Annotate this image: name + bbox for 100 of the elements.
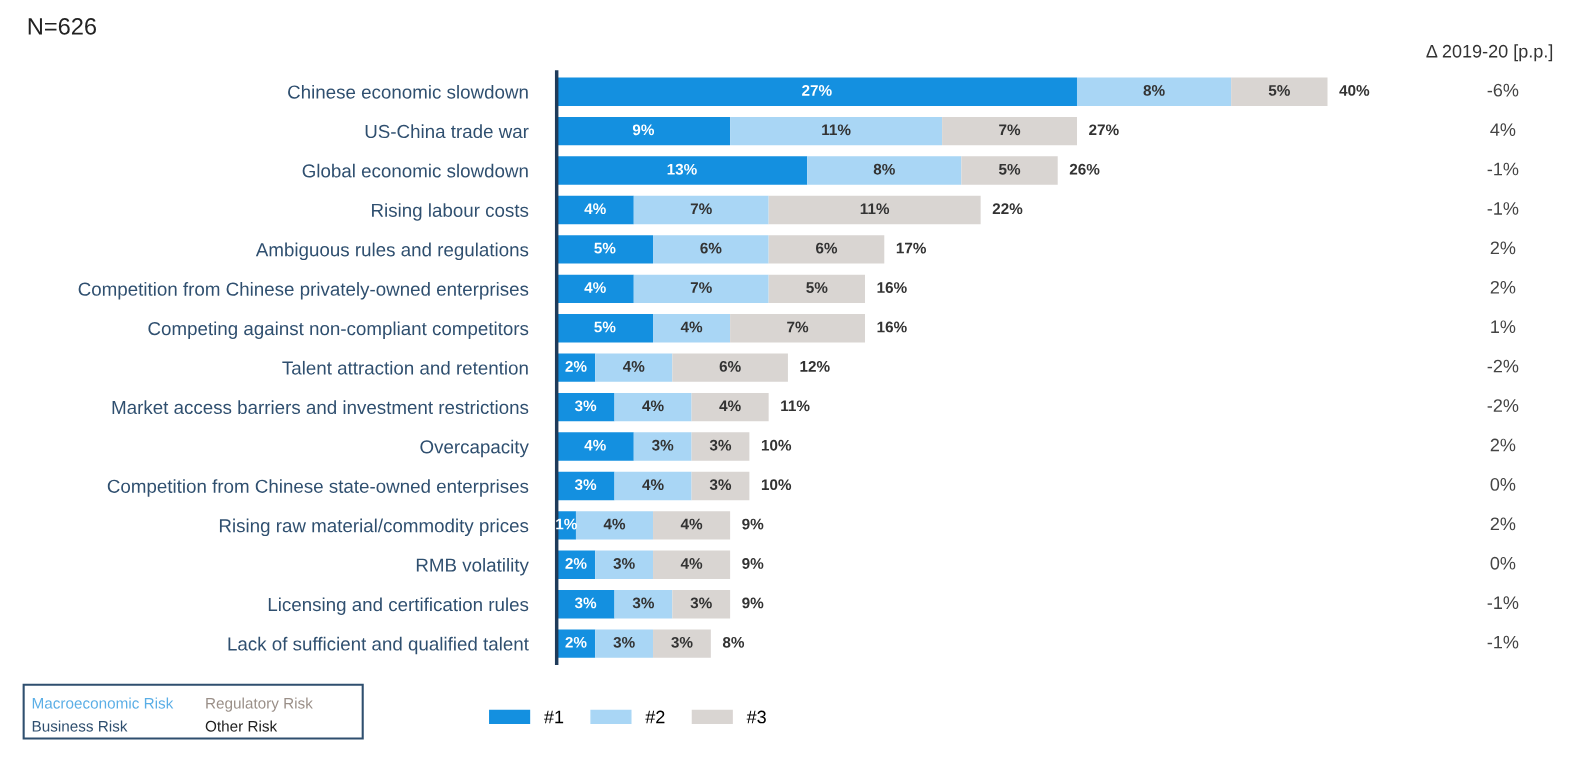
bar bbox=[1231, 77, 1328, 106]
data-label: 3% bbox=[671, 636, 693, 648]
bar bbox=[556, 432, 634, 461]
total-label: 12% bbox=[800, 360, 830, 372]
text: -2% bbox=[1487, 359, 1519, 373]
data-label: 3% bbox=[574, 479, 597, 491]
total-label: 40% bbox=[1339, 85, 1370, 96]
bar bbox=[595, 550, 654, 579]
data-label: 3% bbox=[574, 400, 597, 412]
text: Business Risk bbox=[32, 720, 128, 732]
bar bbox=[633, 274, 769, 304]
data-label: 5% bbox=[1268, 85, 1290, 96]
bar bbox=[556, 195, 634, 225]
text: -1% bbox=[1487, 635, 1519, 649]
total-label: 9% bbox=[742, 597, 764, 609]
data-label: 5% bbox=[594, 321, 616, 333]
bar bbox=[556, 314, 654, 343]
text: 4% bbox=[1490, 123, 1516, 136]
data-label: 4% bbox=[603, 518, 626, 530]
legend-label: #2 bbox=[645, 710, 665, 724]
text: Other Risk bbox=[205, 720, 278, 732]
bar bbox=[633, 432, 692, 461]
data-label: 5% bbox=[998, 163, 1021, 175]
bar bbox=[653, 550, 731, 579]
text: 2% bbox=[1490, 241, 1516, 255]
bar bbox=[768, 274, 866, 304]
data-label: 6% bbox=[815, 242, 838, 254]
bar bbox=[653, 629, 711, 658]
bar bbox=[672, 353, 788, 382]
bar bbox=[556, 116, 731, 146]
y-tick-label: Ambiguous rules and regulations bbox=[255, 242, 529, 261]
data-label: 4% bbox=[642, 400, 664, 412]
data-label: 4% bbox=[680, 518, 703, 530]
data-label: 3% bbox=[632, 597, 655, 609]
data-label: 6% bbox=[700, 242, 722, 254]
y-tick-label: Licensing and certification rules bbox=[268, 597, 529, 615]
bar bbox=[961, 156, 1058, 185]
data-label: 7% bbox=[690, 203, 712, 215]
data-label: 11% bbox=[822, 124, 851, 136]
data-label: 6% bbox=[719, 360, 741, 372]
data-label: 3% bbox=[613, 558, 635, 569]
data-label: 5% bbox=[594, 242, 616, 254]
y-tick-label: Chinese economic slowdown bbox=[288, 84, 528, 99]
data-label: 3% bbox=[651, 439, 674, 451]
data-label: 2% bbox=[565, 558, 587, 569]
data-label: 3% bbox=[709, 439, 732, 451]
bar bbox=[672, 590, 731, 619]
y-tick-label: Global economic slowdown bbox=[302, 163, 528, 178]
data-label: 4% bbox=[584, 203, 606, 215]
text: 2% bbox=[1490, 517, 1516, 531]
text: Regulatory Risk bbox=[206, 697, 313, 712]
data-label: 9% bbox=[632, 124, 655, 136]
total-label: 17% bbox=[896, 242, 927, 254]
bar bbox=[1076, 77, 1232, 106]
total-label: 8% bbox=[722, 636, 745, 648]
data-label: 2% bbox=[565, 636, 587, 648]
data-label: 8% bbox=[873, 163, 895, 175]
bar bbox=[556, 274, 634, 304]
text: Macroeconomic Risk bbox=[32, 697, 174, 709]
bar bbox=[614, 392, 692, 422]
y-tick-label: Market access barriers and investment restrictions bbox=[112, 400, 529, 415]
data-label: 4% bbox=[584, 439, 606, 451]
y-tick-label: Competition from Chinese state-owned enterprises bbox=[107, 479, 529, 497]
text: 2% bbox=[1490, 438, 1516, 452]
text: 1% bbox=[1491, 320, 1516, 334]
data-label: 2% bbox=[565, 360, 587, 372]
data-label: 27% bbox=[802, 85, 832, 96]
bar bbox=[556, 156, 808, 185]
bar bbox=[556, 590, 615, 619]
bar bbox=[595, 629, 654, 658]
data-label: 4% bbox=[622, 361, 645, 372]
data-label: 7% bbox=[787, 321, 809, 333]
bar bbox=[768, 235, 885, 264]
data-label: 7% bbox=[690, 282, 712, 293]
data-label: 7% bbox=[999, 124, 1021, 136]
y-tick-label: Rising raw material/commodity prices bbox=[219, 518, 529, 537]
total-label: 10% bbox=[761, 439, 792, 451]
bar bbox=[614, 590, 673, 619]
text: -1% bbox=[1487, 162, 1519, 176]
total-label: 16% bbox=[877, 321, 907, 333]
bar bbox=[614, 471, 692, 501]
bar bbox=[730, 314, 866, 343]
text: 0% bbox=[1490, 478, 1516, 491]
data-label: 4% bbox=[719, 400, 741, 412]
bar bbox=[942, 116, 1077, 146]
y-tick-label: Competing against non-compliant competitors bbox=[148, 321, 529, 339]
data-label: 13% bbox=[667, 163, 697, 175]
text: -2% bbox=[1487, 399, 1519, 412]
y-tick-label: Rising labour costs bbox=[372, 203, 529, 221]
text: 0% bbox=[1490, 556, 1516, 570]
bar bbox=[556, 235, 654, 264]
bar bbox=[807, 156, 962, 185]
text: -6% bbox=[1487, 83, 1519, 97]
data-label: 4% bbox=[642, 479, 664, 491]
bar bbox=[653, 314, 731, 343]
text: Δ 2019-20 [p.p.] bbox=[1426, 44, 1553, 62]
data-label: 3% bbox=[709, 479, 732, 491]
bar bbox=[653, 235, 769, 264]
bar bbox=[653, 511, 731, 540]
total-label: 10% bbox=[761, 479, 792, 491]
